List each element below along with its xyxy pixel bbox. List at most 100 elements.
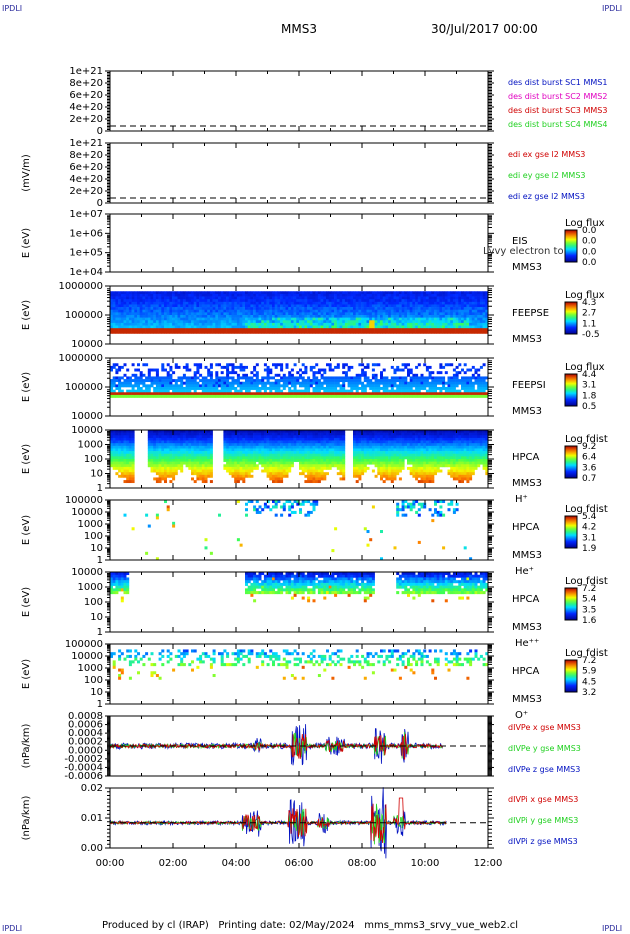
- y-tick-label: 0: [97, 126, 103, 137]
- y-tick-label: 100: [84, 675, 103, 686]
- colorbar-tick-label: 0.7: [582, 474, 596, 484]
- x-tick-label: 00:00: [96, 858, 125, 869]
- instrument-label: HPCA: [512, 594, 540, 605]
- y-tick-label: 1e+21: [69, 138, 103, 149]
- y-tick-label: 10: [90, 543, 103, 554]
- colorbar-tick-label: 0.0: [582, 226, 597, 236]
- colorbar-tick-label: 1.8: [582, 391, 597, 401]
- spacecraft-label: MMS3: [512, 262, 542, 273]
- spectrogram-cells: [123, 500, 473, 561]
- instrument-label: EIS: [512, 236, 528, 247]
- y-tick-label: 10000: [71, 507, 103, 518]
- colorbar: [564, 587, 578, 621]
- legend-entry: des dist burst SC3 MMS3: [508, 106, 607, 115]
- y-tick-label: 0.0006: [68, 720, 103, 731]
- colorbar: [564, 229, 578, 263]
- spacecraft-label: MMS3: [512, 478, 542, 489]
- y-tick-label: 1000000: [58, 353, 103, 364]
- y-tick-label: 1e+05: [69, 248, 103, 259]
- footer: Produced by cl (IRAP) Printing date: 02/…: [102, 920, 518, 931]
- colorbar: [564, 445, 578, 479]
- y-tick-label: 1: [97, 483, 103, 494]
- y-tick-label: 1e+21: [69, 66, 103, 77]
- y-tick-label: 10: [90, 612, 103, 623]
- y-axis-label: E (eV): [21, 515, 32, 545]
- y-tick-label: 100000: [65, 382, 103, 393]
- y-tick-label: 1: [97, 699, 103, 710]
- legend-entry: dIVPe z gse MMS3: [508, 765, 580, 774]
- y-tick-label: 4e+20: [69, 102, 103, 113]
- y-axis-label: (mV/m): [21, 154, 32, 192]
- legend-entry: edi ey gse l2 MMS3: [508, 171, 586, 180]
- colorbar-tick-label: 1.1: [582, 319, 596, 329]
- panel-frame: [109, 142, 489, 204]
- colorbar-tick-label: 5.9: [582, 667, 597, 677]
- y-tick-label: 10: [90, 687, 103, 698]
- species-label: H⁺: [515, 494, 528, 505]
- legend-entry: edi ex gse l2 MMS3: [508, 150, 585, 159]
- x-tick-label: 10:00: [411, 858, 440, 869]
- corner-label-top-right: IPDLI: [602, 4, 623, 13]
- colorbar-tick-label: 4.4: [582, 370, 597, 380]
- y-tick-label: 1e+07: [69, 209, 103, 220]
- y-tick-label: 10000: [71, 339, 103, 350]
- colorbar-tick-label: 3.1: [582, 381, 596, 391]
- y-tick-label: 100000: [65, 639, 103, 650]
- colorbar-tick-label: -0.5: [582, 330, 600, 340]
- colorbar-tick-label: 3.5: [582, 605, 596, 615]
- y-axis-label: E (eV): [21, 228, 32, 258]
- colorbar-tick-label: 3.6: [582, 463, 597, 473]
- instrument-label: FEEPSE: [512, 308, 549, 319]
- y-tick-label: 1: [97, 555, 103, 566]
- colorbar-tick-label: 6.4: [582, 453, 597, 463]
- panel-p4: 10000 100000 1000000 E (eV) FEEPSE MMS3 Log fl…: [21, 281, 605, 350]
- legend-entry: dIVPe y gse MMS3: [508, 744, 581, 753]
- spectrogram-cells: [110, 572, 489, 603]
- footer-file: mms_mms3_srvy_vue_web2.cl: [364, 920, 519, 931]
- colorbar-title: Log fdist: [565, 648, 608, 659]
- colorbar-tick-label: 1.6: [582, 616, 597, 626]
- colorbar: [564, 301, 578, 335]
- y-tick-label: 0.0004: [68, 728, 103, 739]
- y-tick-label: 0: [97, 198, 103, 209]
- y-axis-label: (nPa/km): [21, 724, 32, 769]
- y-tick-label: 1000000: [58, 281, 103, 292]
- y-tick-label: 1000: [78, 519, 103, 530]
- x-tick-label: 06:00: [285, 858, 314, 869]
- header-date: 30/Jul/2017 00:00: [431, 22, 538, 36]
- y-axis-label: E (eV): [21, 372, 32, 402]
- colorbar-tick-label: 5.4: [582, 512, 597, 522]
- y-tick-label: 0.0008: [68, 711, 103, 722]
- y-tick-label: 1000: [78, 663, 103, 674]
- y-axis-label: E (eV): [21, 659, 32, 689]
- y-axis-label: (nPa/km): [21, 796, 32, 841]
- y-tick-label: 10000: [71, 567, 103, 578]
- colorbar-tick-label: 7.2: [582, 584, 596, 594]
- colorbar-tick-label: 4.2: [582, 523, 596, 533]
- y-tick-label: 0.00: [81, 843, 103, 854]
- legend-entry: des dist burst SC1 MMS1: [508, 78, 607, 87]
- x-tick-label: 08:00: [348, 858, 377, 869]
- spacecraft-label: MMS3: [512, 550, 542, 561]
- header-mission: MMS3: [281, 22, 317, 36]
- spacecraft-label: MMS3: [512, 622, 542, 633]
- instrument-label: HPCA: [512, 522, 540, 533]
- y-tick-label: 10000: [71, 425, 103, 436]
- colorbar-tick-label: 1.9: [582, 544, 597, 554]
- colorbar-tick-label: 0.0: [582, 237, 597, 247]
- y-axis-label: E (eV): [21, 300, 32, 330]
- footer-printing: Printing date: 02/May/2024: [218, 920, 355, 931]
- instrument-label: HPCA: [512, 452, 540, 463]
- legend-entry: des dist burst SC4 MMS4: [508, 120, 607, 129]
- overlay-label: Lvvy electron to: [483, 246, 564, 257]
- instrument-label: FEEPSI: [512, 380, 546, 391]
- colorbar-tick-label: 0.5: [582, 402, 596, 412]
- corner-label-bottom-left: IPDLI: [2, 924, 23, 933]
- colorbar-tick-label: 7.2: [582, 656, 596, 666]
- legend-entry: dIVPi x gse MMS3: [508, 795, 578, 804]
- colorbar: [564, 515, 578, 549]
- series-line: [109, 797, 447, 844]
- series-line: [109, 787, 447, 859]
- x-tick-label: 12:00: [474, 858, 503, 869]
